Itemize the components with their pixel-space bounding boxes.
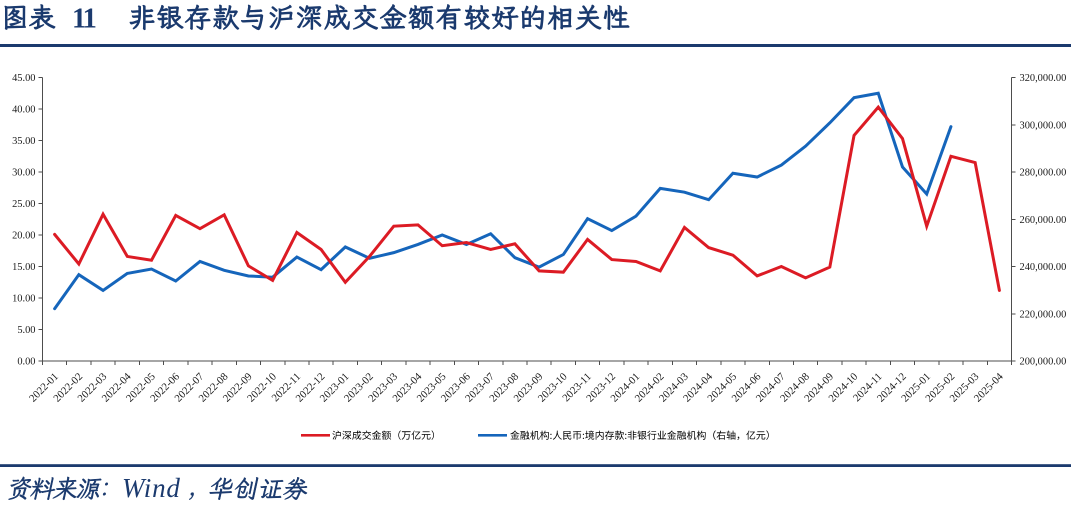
svg-text:40.00: 40.00 [12,105,35,116]
svg-text:20.00: 20.00 [12,231,35,242]
svg-text:220,000.00: 220,000.00 [1020,309,1067,320]
svg-text:280,000.00: 280,000.00 [1020,168,1067,179]
svg-text:30.00: 30.00 [12,168,35,179]
svg-text:0.00: 0.00 [17,357,35,368]
svg-text:35.00: 35.00 [12,136,35,147]
svg-text:25.00: 25.00 [12,199,35,210]
svg-text:300,000.00: 300,000.00 [1020,120,1067,131]
svg-text:5.00: 5.00 [17,325,35,336]
svg-text:200,000.00: 200,000.00 [1020,357,1067,368]
svg-text:260,000.00: 260,000.00 [1020,215,1067,226]
svg-text:45.00: 45.00 [12,73,35,84]
svg-text:320,000.00: 320,000.00 [1020,73,1067,84]
svg-text:15.00: 15.00 [12,262,35,273]
svg-text:Wind: Wind [122,473,181,503]
svg-text:11: 11 [72,4,96,35]
svg-text:240,000.00: 240,000.00 [1020,262,1067,273]
svg-text:10.00: 10.00 [12,294,35,305]
